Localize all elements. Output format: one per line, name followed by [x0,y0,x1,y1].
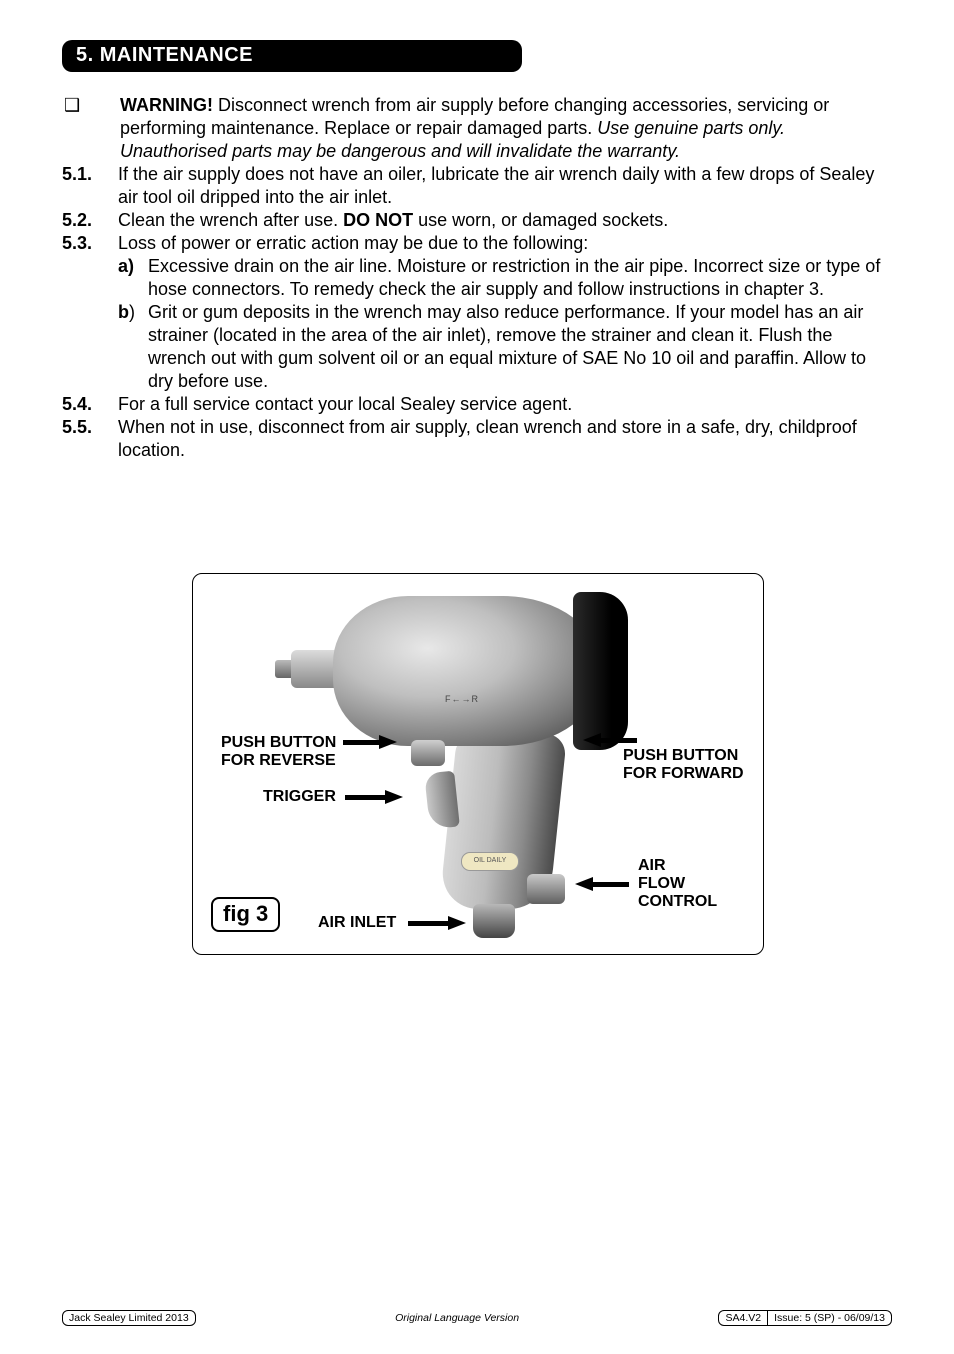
sub-letter-b: b) [118,301,148,393]
callout-line: CONTROL [638,893,717,911]
warning-text: WARNING! Disconnect wrench from air supp… [120,94,892,163]
arrow-right-icon [385,790,403,804]
sub-text-a: Excessive drain on the air line. Moistur… [148,255,892,301]
i52-post: use worn, or damaged sockets. [413,210,668,230]
callout-air-flow-control: AIR FLOW CONTROL [638,857,717,912]
fr-indicator-label: F←→R [445,694,479,704]
flow-knob-shape [527,874,565,904]
figure-label: fig 3 [211,897,280,932]
page-footer: Jack Sealey Limited 2013 Original Langua… [62,1310,892,1326]
footer-right: SA4.V2 Issue: 5 (SP) - 06/09/13 [718,1310,892,1326]
figure-3: OIL DAILY F←→R PUSH BUTTON FOR REVERSE T… [192,573,762,955]
i52-pre: Clean the wrench after use. [118,210,343,230]
item-5-5: 5.5. When not in use, disconnect from ai… [62,416,892,462]
maintenance-content: ❑ WARNING! Disconnect wrench from air su… [62,94,892,463]
wrench-body-shape [333,596,603,746]
item-text: Loss of power or erratic action may be d… [118,232,892,255]
footer-right-model: SA4.V2 [719,1311,767,1325]
i52-bold: DO NOT [343,210,413,230]
item-5-4: 5.4. For a full service contact your loc… [62,393,892,416]
spacer [62,301,118,393]
callout-push-forward: PUSH BUTTON FOR FORWARD [623,747,744,784]
item-5-1: 5.1. If the air supply does not have an … [62,163,892,209]
item-text: When not in use, disconnect from air sup… [118,416,892,462]
sub-letter-a: a) [118,255,148,301]
arrow-line [601,738,637,743]
footer-center: Original Language Version [395,1312,519,1324]
fr-switch-shape [411,740,445,766]
section-header: 5. MAINTENANCE [62,40,522,72]
arrow-left-icon [583,733,601,747]
item-5-3a: a) Excessive drain on the air line. Mois… [62,255,892,301]
footer-left: Jack Sealey Limited 2013 [62,1310,196,1326]
item-5-3b: b) Grit or gum deposits in the wrench ma… [62,301,892,393]
callout-line: PUSH BUTTON [623,747,744,765]
oil-daily-sticker: OIL DAILY [461,852,519,871]
callout-push-reverse: PUSH BUTTON FOR REVERSE [221,734,336,771]
spacer [62,255,118,301]
item-5-2: 5.2. Clean the wrench after use. DO NOT … [62,209,892,232]
callout-trigger: TRIGGER [263,788,336,806]
item-number: 5.4. [62,393,118,416]
arrow-line [408,921,448,926]
air-inlet-shape [473,904,515,938]
warning-label: WARNING! [120,95,213,115]
item-text: For a full service contact your local Se… [118,393,892,416]
arrow-line [343,740,379,745]
item-text: Clean the wrench after use. DO NOT use w… [118,209,892,232]
callout-line: FOR FORWARD [623,765,744,783]
arrow-left-icon [575,877,593,891]
callout-line: PUSH BUTTON [221,734,336,752]
item-text: If the air supply does not have an oiler… [118,163,892,209]
callout-line: AIR [638,857,717,875]
callout-line: FLOW [638,875,717,893]
footer-right-issue: Issue: 5 (SP) - 06/09/13 [767,1311,891,1325]
arrow-line [345,795,385,800]
arrow-right-icon [379,735,397,749]
arrow-line [593,882,629,887]
warning-row: ❑ WARNING! Disconnect wrench from air su… [62,94,892,163]
wrench-cap-shape [573,592,628,750]
item-5-3: 5.3. Loss of power or erratic action may… [62,232,892,255]
callout-line: FOR REVERSE [221,752,336,770]
item-number: 5.5. [62,416,118,462]
warning-marker: ❑ [62,94,120,163]
trigger-shape [424,770,460,829]
item-number: 5.1. [62,163,118,209]
item-number: 5.3. [62,232,118,255]
item-number: 5.2. [62,209,118,232]
sub-text-b: Grit or gum deposits in the wrench may a… [148,301,892,393]
callout-air-inlet: AIR INLET [318,914,396,932]
arrow-right-icon [448,916,466,930]
